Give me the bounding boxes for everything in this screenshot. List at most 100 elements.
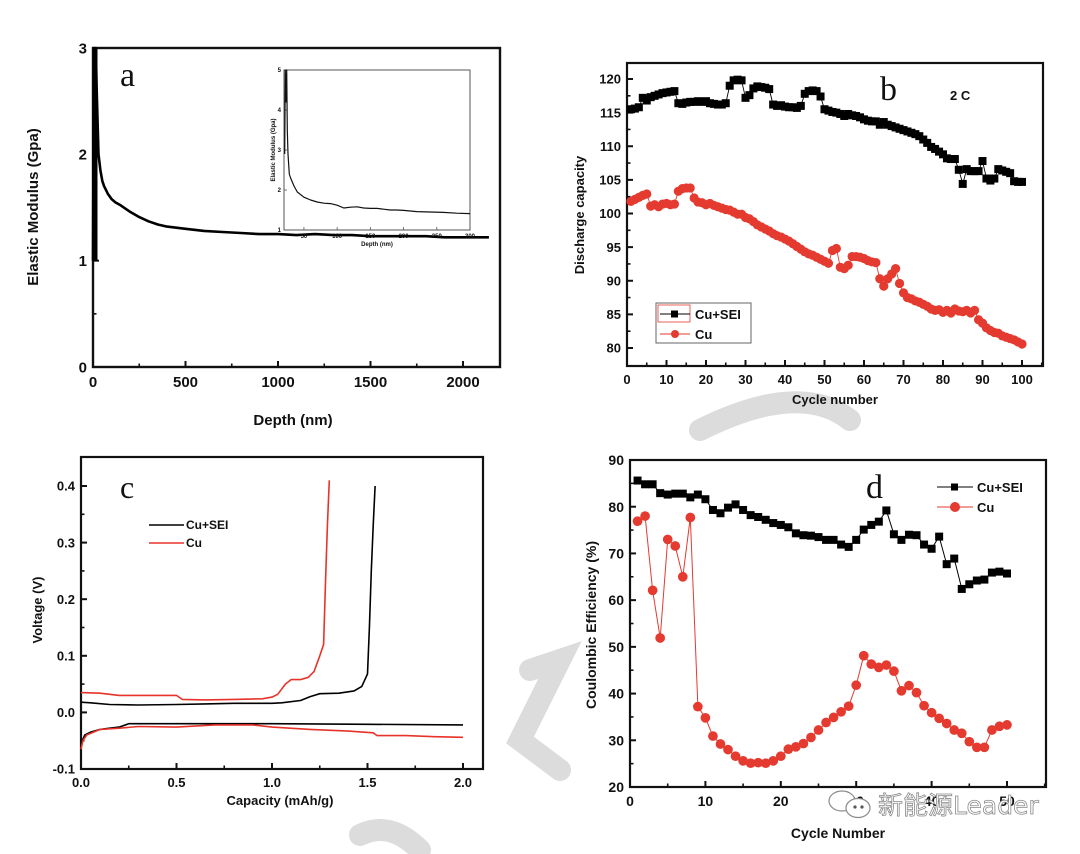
cu-sei-point xyxy=(814,533,823,542)
cu-point xyxy=(730,751,741,762)
x-tick-label: 0 xyxy=(623,372,630,387)
inset-x-tick-label: 50 xyxy=(301,234,308,240)
cu-sei-point xyxy=(634,103,643,112)
y-tick-label: 80 xyxy=(607,341,621,356)
cu-sei-point xyxy=(812,87,821,96)
cu-sei-point xyxy=(816,92,825,101)
legend-cu-sei-label: Cu+SEI xyxy=(695,307,741,322)
panel-b-discharge-capacity: 0 10 20 30 40 50 60 70 80 90 100 80 85 90 95 100 105 110 1… xyxy=(572,61,1045,407)
cu-point xyxy=(956,728,967,739)
legend: Cu+SEI Cu xyxy=(937,480,1023,515)
legend-cu-marker xyxy=(671,330,679,338)
cu-point xyxy=(823,258,834,268)
cu-point xyxy=(783,744,794,755)
cu-sei-point xyxy=(942,560,951,569)
cu-point xyxy=(894,278,905,289)
x-tick-label: 20 xyxy=(699,372,713,387)
cu-sei-point xyxy=(950,155,959,164)
cu-sei-point xyxy=(935,532,944,541)
cu-sei-point xyxy=(716,509,725,518)
legend: Cu+SEI Cu xyxy=(149,518,228,550)
cu-point xyxy=(831,243,841,254)
y-tick-label: 90 xyxy=(607,273,621,288)
cu-point xyxy=(632,516,643,527)
cu-point xyxy=(1002,720,1012,730)
watermark-stroke xyxy=(689,391,861,441)
x-tick-label: 80 xyxy=(936,372,950,387)
x-tick-label: 40 xyxy=(924,793,940,809)
y-tick-label: 95 xyxy=(607,240,621,255)
cu-sei-point xyxy=(965,580,974,589)
x-axis-title: Cycle Number xyxy=(791,825,886,841)
x-tick-label: 1000 xyxy=(261,374,294,391)
cu-point xyxy=(843,260,853,270)
cu-sei-point xyxy=(904,530,913,539)
inset-y-axis-title: Elastic Modulus (Gpa) xyxy=(271,118,277,181)
x-tick-label: 0.0 xyxy=(72,775,90,790)
cu-point xyxy=(970,305,980,315)
y-tick-label: 105 xyxy=(599,173,621,188)
cu-point xyxy=(662,534,673,545)
y-tick-label: 2 xyxy=(79,147,87,164)
cu-point xyxy=(926,707,937,718)
cu-sei-point xyxy=(725,81,734,90)
cu-point xyxy=(642,189,652,199)
cu-point xyxy=(806,732,816,743)
panel-d-coulombic-efficiency: 010203040502030405060708090Cycle NumberC… xyxy=(583,452,1048,841)
panel-a-elastic-modulus: 0 500 1000 1500 2000 0 1 2 3 Depth (nm) Elastic Mo… xyxy=(25,40,502,429)
cu-sei-point xyxy=(796,101,805,110)
inset-x-tick-label: 200 xyxy=(399,234,410,240)
y-tick-label: 0.3 xyxy=(57,535,75,550)
inset-x-tick-label: 300 xyxy=(465,234,476,240)
x-tick-label: 0 xyxy=(626,793,634,809)
initial-spike xyxy=(93,48,98,261)
legend-cu-sei-marker xyxy=(951,483,958,491)
x-tick-label: 10 xyxy=(698,793,714,809)
cu-point xyxy=(964,736,975,747)
cu-sei-point xyxy=(859,525,868,534)
cu-sei-point xyxy=(721,99,730,108)
y-tick-label: 3 xyxy=(79,40,87,57)
inset-frame xyxy=(283,69,471,231)
cu-sei-point xyxy=(671,489,680,498)
inset-y-tick-label: 1 xyxy=(278,228,282,234)
cu-sei-point xyxy=(920,540,929,549)
panel-label: a xyxy=(120,57,135,94)
x-tick-label: 60 xyxy=(857,372,871,387)
x-tick-label: 70 xyxy=(896,372,910,387)
cu-sei-point xyxy=(867,520,876,529)
panel-label: b xyxy=(880,71,897,108)
cu-point xyxy=(723,744,733,755)
legend: Cu+SEI Cu xyxy=(655,302,752,344)
legend-box xyxy=(655,302,752,344)
cu-point xyxy=(791,741,801,752)
x-tick-label: 40 xyxy=(778,372,792,387)
cu-charge-curve xyxy=(80,480,331,701)
cu-point xyxy=(971,742,982,753)
cu-point xyxy=(881,660,892,670)
y-tick-label: 0.4 xyxy=(57,479,76,494)
cu-sei-point xyxy=(648,480,657,489)
panel-label: c xyxy=(120,469,134,505)
cu-sei-point xyxy=(633,476,642,485)
panel-c-voltage-profile: 0.0 0.5 1.0 1.5 2.0-0.10.00.10.20.30.4Capaci… xyxy=(30,455,485,808)
x-tick-label: 2.0 xyxy=(454,775,472,790)
legend-cu-sei-label: Cu+SEI xyxy=(977,480,1023,495)
cu-point xyxy=(715,739,726,749)
cu-sei-point xyxy=(799,531,808,540)
y-axis-title: Elastic Modulus (Gpa) xyxy=(25,128,42,286)
legend-cu-label: Cu xyxy=(186,536,202,550)
x-tick-label: 1.5 xyxy=(358,775,376,790)
x-tick-label: 30 xyxy=(738,372,752,387)
cu-sei-point xyxy=(769,519,778,528)
cu-sei-point xyxy=(745,91,754,100)
cu-point xyxy=(879,281,889,291)
wechat-watermark: 新能源Leader xyxy=(828,790,1040,820)
cu-point xyxy=(670,541,681,551)
cu-point xyxy=(919,700,929,711)
y-tick-label: -0.1 xyxy=(53,762,75,777)
inset-y-tick-label: 2 xyxy=(278,188,282,194)
inset-x-tick-label: 100 xyxy=(332,234,343,240)
x-tick-label: 2000 xyxy=(446,374,479,391)
